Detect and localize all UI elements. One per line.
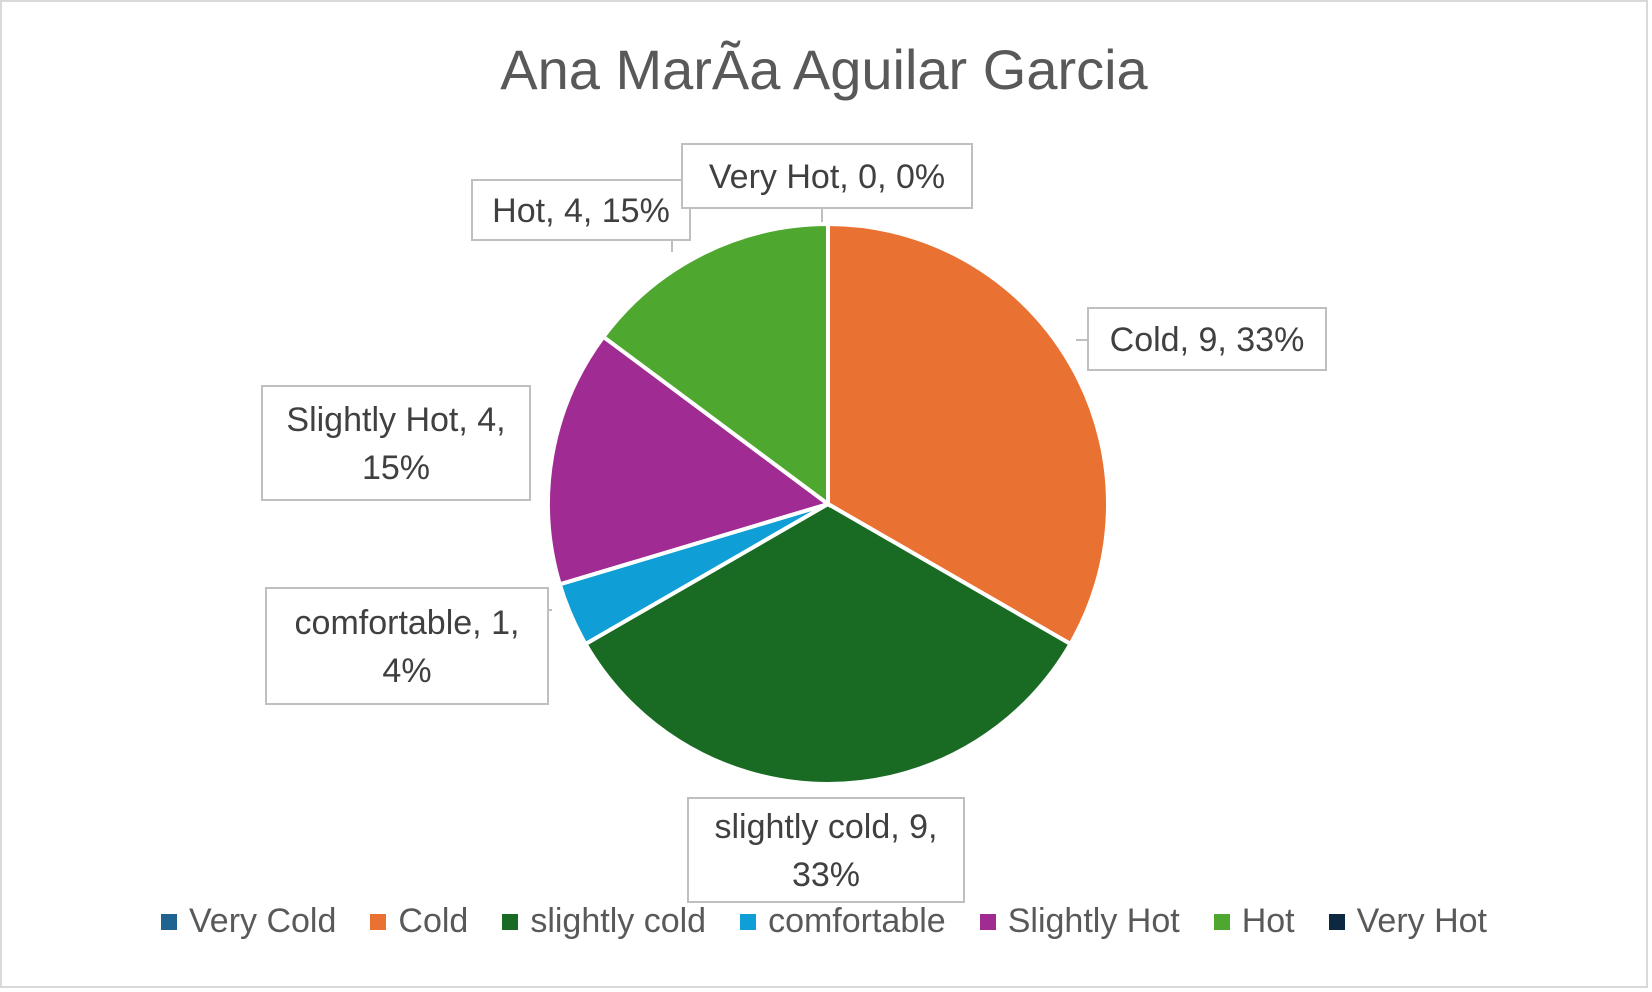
pie-slice-slightly-cold [582, 501, 1074, 786]
pie-slice-cold [826, 221, 1110, 647]
legend-item-hot: Hot [1213, 902, 1295, 941]
data-label-text: 4% [382, 652, 431, 690]
data-label-text: slightly cold, 9, [715, 808, 938, 846]
legend: Very Cold Cold slightly cold comfortable Sli… [2, 902, 1646, 941]
legend-label: comfortable [768, 902, 946, 940]
data-label-text: Very Hot, 0, 0% [709, 158, 945, 196]
pie-slice-hot [600, 221, 830, 508]
legend-swatch [740, 913, 757, 930]
legend-item-very-cold: Very Cold [160, 902, 337, 941]
legend-label: Slightly Hot [1007, 902, 1180, 940]
legend-item-cold: Cold [370, 902, 468, 941]
data-label-text: comfortable, 1, [295, 604, 520, 642]
legend-label: Very Hot [1356, 902, 1487, 940]
legend-item-slightly-hot: Slightly Hot [979, 902, 1180, 941]
legend-label: Cold [398, 902, 469, 940]
data-label-slightly-cold: slightly cold, 9, 33% [687, 797, 965, 903]
legend-swatch [1328, 913, 1345, 930]
legend-label: Very Cold [188, 902, 337, 940]
legend-item-slightly-cold: slightly cold [502, 902, 706, 941]
legend-swatch [502, 913, 519, 930]
data-label-very-hot: Very Hot, 0, 0% [681, 143, 973, 222]
legend-swatch [160, 913, 177, 930]
data-label-text: 15% [362, 449, 430, 487]
legend-item-very-hot: Very Hot [1328, 902, 1487, 941]
data-label-slightly-hot: Slightly Hot, 4, 15% [261, 385, 531, 501]
data-label-text: Cold, 9, 33% [1110, 321, 1305, 359]
data-label-hot: Hot, 4, 15% [471, 179, 691, 252]
pie-slice-slightly-hot [546, 333, 833, 587]
legend-swatch [1213, 913, 1230, 930]
legend-label: slightly cold [530, 902, 707, 940]
data-label-cold: Cold, 9, 33% [1076, 307, 1327, 371]
data-label-text: 33% [792, 856, 860, 894]
legend-swatch [370, 913, 387, 930]
legend-swatch [979, 913, 996, 930]
data-label-text: Slightly Hot, 4, [286, 401, 505, 439]
legend-label: Hot [1241, 902, 1295, 940]
data-label-text: Hot, 4, 15% [492, 192, 670, 230]
legend-item-comfortable: comfortable [740, 902, 946, 941]
chart-title: Ana MarÃa Aguilar Garcia [500, 38, 1148, 101]
data-label-comfortable: comfortable, 1, 4% [265, 587, 552, 705]
